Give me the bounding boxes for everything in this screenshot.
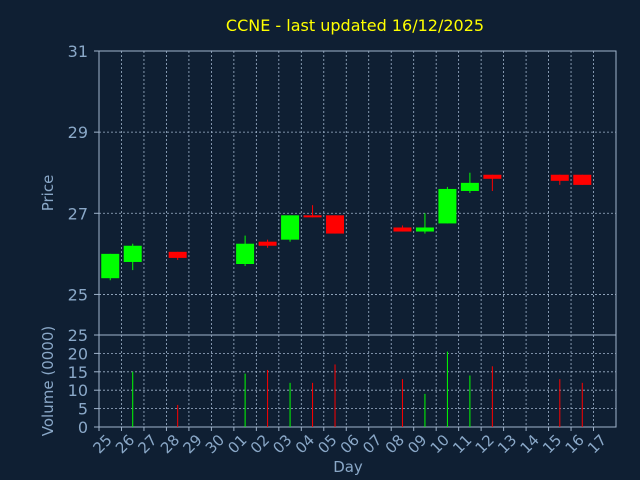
candle-body: [123, 245, 142, 262]
candle-body: [415, 227, 434, 232]
candle-body: [326, 215, 345, 234]
price-plot-frame: [98, 50, 617, 336]
price-y-ticks: 25 27 29 31: [68, 42, 99, 304]
volume-tick-label: 20: [68, 344, 88, 363]
price-tick-label: 29: [68, 123, 88, 142]
volume-tick-label: 0: [78, 418, 88, 437]
candle-body: [303, 215, 322, 218]
price-tick-label: 27: [68, 204, 88, 223]
price-tick-label: 31: [68, 42, 88, 61]
chart-title: CCNE - last updated 16/12/2025: [226, 16, 484, 35]
volume-tick-label: 10: [68, 381, 88, 400]
x-tick-label: 17: [584, 431, 610, 457]
volume-plot-frame: [98, 334, 617, 428]
price-grid: [99, 51, 616, 335]
volume-tick-label: 25: [68, 326, 88, 345]
volume-axis-label: Volume (0000): [39, 326, 57, 436]
price-panel: 25 27 29 31 Price: [39, 42, 617, 336]
candle-body: [550, 174, 569, 181]
candle-body: [483, 174, 502, 179]
x-tick-labels: 2526272829300102030405060708091011121314…: [90, 427, 610, 457]
volume-tick-label: 15: [68, 363, 88, 382]
candle-body: [236, 243, 255, 264]
volume-grid: [99, 335, 616, 427]
price-axis-label: Price: [39, 175, 57, 212]
candle-body: [101, 253, 120, 279]
candle-body: [168, 251, 187, 258]
candle-body: [258, 241, 277, 246]
x-axis-label: Day: [333, 458, 363, 476]
candle-body: [393, 227, 412, 232]
volume-bars: [132, 351, 583, 427]
candle-body: [573, 174, 592, 185]
candle-body: [281, 215, 300, 240]
candle-body: [438, 188, 457, 224]
candles: [101, 172, 592, 281]
volume-tick-label: 5: [78, 400, 88, 419]
candle-body: [460, 182, 479, 191]
price-tick-label: 25: [68, 285, 88, 304]
